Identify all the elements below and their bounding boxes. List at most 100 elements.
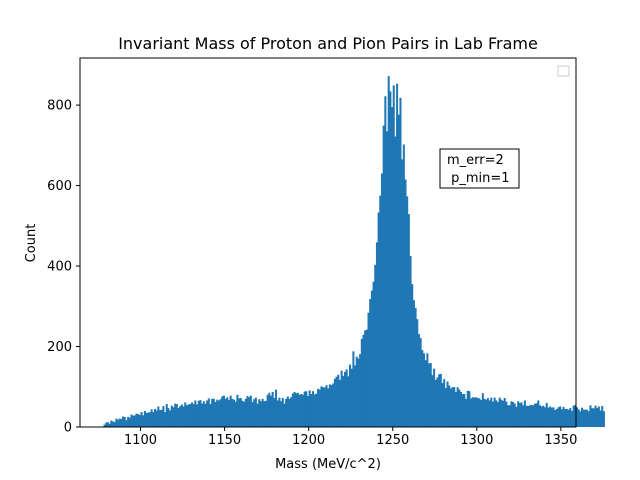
histogram-bar <box>533 403 536 427</box>
histogram-bar <box>557 407 560 427</box>
histogram-bar <box>433 368 436 427</box>
histogram-bar <box>249 395 252 427</box>
histogram-bar <box>295 393 298 427</box>
histogram-bar <box>214 402 217 427</box>
histogram-bar <box>517 401 520 427</box>
histogram-bar <box>118 418 121 427</box>
histogram-bar <box>133 415 136 427</box>
histogram-bar <box>441 383 444 427</box>
histogram-bar <box>380 173 383 427</box>
histogram-bar <box>244 398 247 427</box>
histogram-bar <box>468 391 471 427</box>
histogram-bar <box>597 406 600 427</box>
histogram-bar <box>527 406 530 427</box>
histogram-bar <box>138 414 141 427</box>
histogram-bar <box>471 397 474 427</box>
histogram-bar <box>386 131 389 428</box>
histogram-bar <box>490 397 493 427</box>
histogram-bar <box>115 418 118 427</box>
histogram-bar <box>142 415 145 427</box>
histogram-bar <box>478 398 481 427</box>
histogram-bar <box>150 409 153 427</box>
histogram-bar <box>157 406 160 427</box>
histogram-bar <box>333 378 336 427</box>
histogram-bar <box>513 403 516 427</box>
histogram-bar <box>233 399 236 427</box>
histogram-bar <box>453 387 456 427</box>
histogram-bar <box>125 420 128 427</box>
histogram-bar <box>238 398 241 427</box>
histogram-bar <box>421 350 424 427</box>
histogram-bar <box>570 410 573 427</box>
histogram-bar <box>169 410 172 427</box>
histogram-bar <box>473 397 476 427</box>
histogram-bar <box>382 125 385 427</box>
x-tick-label: 1100 <box>124 433 157 448</box>
y-axis-label: Count <box>24 224 39 263</box>
x-tick-label: 1300 <box>460 433 493 448</box>
histogram-bar <box>281 398 284 427</box>
histogram-bar <box>227 400 230 427</box>
histogram-bar <box>147 412 150 427</box>
histogram-bar <box>485 399 488 427</box>
histogram-bar <box>481 393 484 427</box>
histogram-bar <box>201 403 204 427</box>
histogram-bar <box>301 394 304 427</box>
histogram-bar <box>145 412 148 427</box>
histogram-bar <box>349 364 352 427</box>
histogram-bar <box>310 394 313 427</box>
histogram-bar <box>480 400 483 427</box>
histogram-bar <box>584 409 587 427</box>
histogram-bar <box>491 401 494 427</box>
legend-box <box>557 65 570 77</box>
x-axis-label: Mass (MeV/c^2) <box>275 457 381 472</box>
histogram-bar <box>286 396 289 427</box>
histogram-bar <box>486 398 489 427</box>
histogram-bar <box>436 377 439 427</box>
histogram-bar <box>552 407 555 427</box>
histogram-bar <box>217 400 220 427</box>
histogram-bar <box>253 399 256 427</box>
histogram-bar <box>137 414 140 427</box>
histogram-bar <box>170 405 173 427</box>
histogram-bar <box>443 379 446 427</box>
histogram-bar <box>414 307 417 427</box>
histogram-bar <box>140 412 143 427</box>
histogram-bar <box>434 379 437 427</box>
histogram-bar <box>424 360 427 427</box>
histogram-bar <box>488 400 491 427</box>
histogram-bar <box>246 396 249 427</box>
histogram-bar <box>275 389 278 427</box>
histogram-bar <box>175 404 178 427</box>
histogram-bar <box>520 402 523 427</box>
histogram-bar <box>222 395 225 427</box>
histogram-bar <box>411 284 414 427</box>
histogram-bar <box>103 424 106 427</box>
histogram-bar <box>364 330 367 427</box>
histogram-bar <box>313 394 316 427</box>
histogram-bar <box>394 136 397 427</box>
histogram-bar <box>312 391 315 427</box>
histogram-bar <box>493 397 496 427</box>
histogram-bar <box>476 398 479 427</box>
histogram-bar <box>305 391 308 427</box>
histogram-bar <box>202 401 205 427</box>
histogram-bar <box>374 264 377 427</box>
histogram-bar <box>108 423 111 427</box>
histogram-bar <box>352 351 355 427</box>
histogram-bar <box>189 404 192 427</box>
histogram-bar <box>542 405 545 427</box>
histogram-bar <box>550 407 553 427</box>
histogram-bar <box>206 400 209 427</box>
histogram-bar <box>315 393 318 427</box>
histogram-bar <box>288 398 291 427</box>
axes-frame <box>79 57 577 428</box>
histogram-bar <box>359 354 362 427</box>
histogram-bar <box>110 420 113 427</box>
histogram-bar <box>429 363 432 427</box>
histogram-bar <box>540 406 543 427</box>
histogram-bar <box>372 281 375 427</box>
histogram-bar <box>111 421 114 427</box>
histogram-bar <box>258 399 261 427</box>
